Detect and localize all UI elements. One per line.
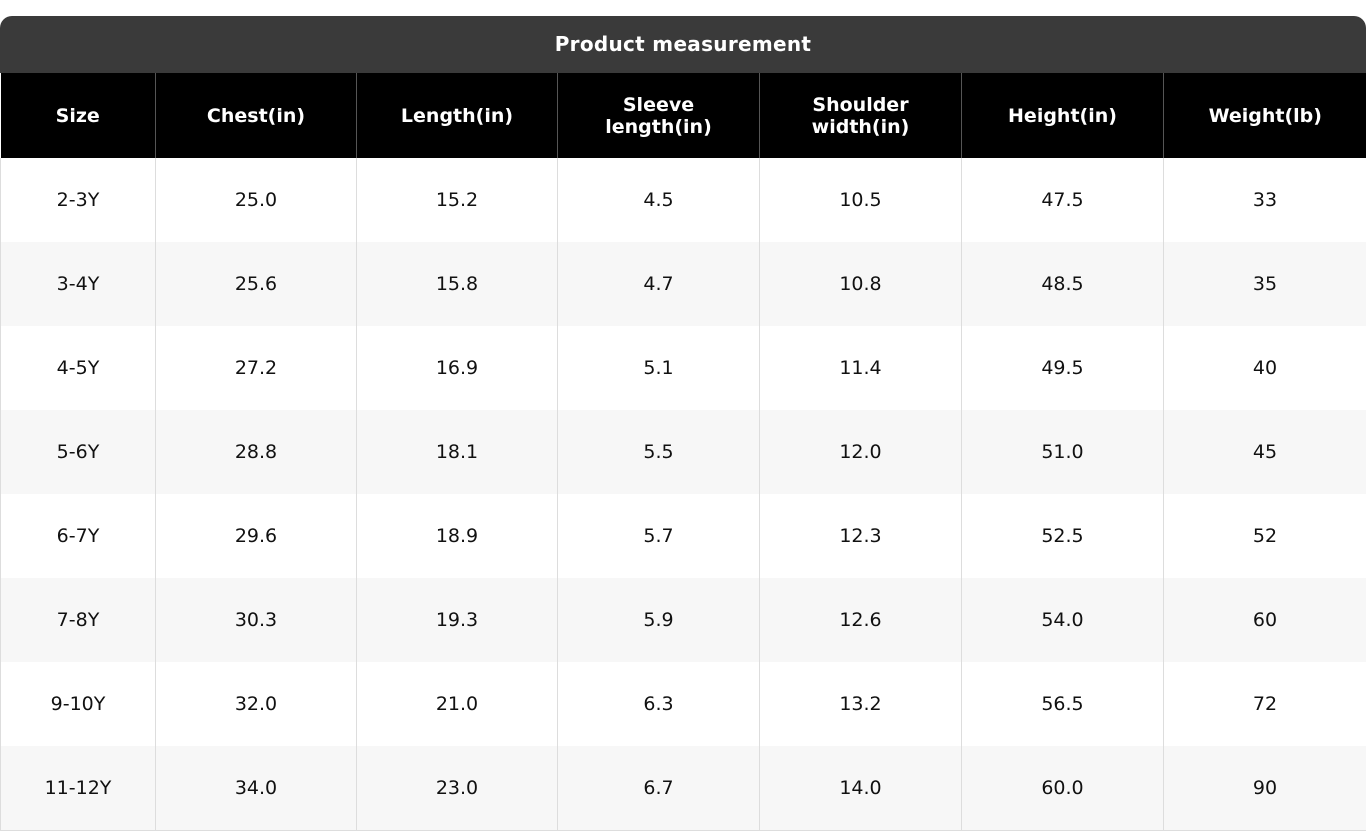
size-cell: 4-5Y xyxy=(0,326,156,410)
measurement-cell: 5.9 xyxy=(557,578,760,662)
table-row: 5-6Y 28.8 18.1 5.5 12.0 51.0 45 xyxy=(0,410,1366,494)
measurement-cell: 47.5 xyxy=(961,158,1164,242)
size-cell: 6-7Y xyxy=(0,494,156,578)
size-cell: 5-6Y xyxy=(0,410,156,494)
column-header: Chest(in) xyxy=(155,73,357,158)
measurement-cell: 15.8 xyxy=(356,242,558,326)
measurement-cell: 12.3 xyxy=(759,494,962,578)
measurement-cell: 18.1 xyxy=(356,410,558,494)
measurement-cell: 14.0 xyxy=(759,746,962,831)
measurement-cell: 12.0 xyxy=(759,410,962,494)
measurement-cell: 10.5 xyxy=(759,158,962,242)
measurement-cell: 4.5 xyxy=(557,158,760,242)
measurement-cell: 5.1 xyxy=(557,326,760,410)
measurement-cell: 6.7 xyxy=(557,746,760,831)
measurement-cell: 51.0 xyxy=(961,410,1164,494)
measurement-cell: 45 xyxy=(1163,410,1366,494)
measurement-cell: 13.2 xyxy=(759,662,962,746)
table-row: 6-7Y 29.6 18.9 5.7 12.3 52.5 52 xyxy=(0,494,1366,578)
measurement-cell: 90 xyxy=(1163,746,1366,831)
measurement-cell: 4.7 xyxy=(557,242,760,326)
measurement-cell: 28.8 xyxy=(155,410,357,494)
measurement-cell: 10.8 xyxy=(759,242,962,326)
table-header: Size Chest(in) Length(in) Sleeve length(in)… xyxy=(0,73,1366,158)
measurement-cell: 5.5 xyxy=(557,410,760,494)
measurement-cell: 49.5 xyxy=(961,326,1164,410)
measurement-cell: 60.0 xyxy=(961,746,1164,831)
size-cell: 2-3Y xyxy=(0,158,156,242)
measurement-cell: 54.0 xyxy=(961,578,1164,662)
measurement-cell: 32.0 xyxy=(155,662,357,746)
measurement-cell: 48.5 xyxy=(961,242,1164,326)
table-row: 9-10Y 32.0 21.0 6.3 13.2 56.5 72 xyxy=(0,662,1366,746)
column-header: Sleeve length(in) xyxy=(557,73,760,158)
column-header: Shoulder width(in) xyxy=(759,73,962,158)
table-row: 4-5Y 27.2 16.9 5.1 11.4 49.5 40 xyxy=(0,326,1366,410)
measurement-cell: 60 xyxy=(1163,578,1366,662)
measurement-cell: 35 xyxy=(1163,242,1366,326)
measurement-cell: 21.0 xyxy=(356,662,558,746)
measurement-cell: 52 xyxy=(1163,494,1366,578)
size-cell: 11-12Y xyxy=(0,746,156,831)
measurement-cell: 15.2 xyxy=(356,158,558,242)
header-row: Size Chest(in) Length(in) Sleeve length(in)… xyxy=(0,73,1366,158)
table-body: 2-3Y 25.0 15.2 4.5 10.5 47.5 33 3-4Y 25.6 15.8 4.7… xyxy=(0,158,1366,831)
measurement-cell: 25.6 xyxy=(155,242,357,326)
table-row: 2-3Y 25.0 15.2 4.5 10.5 47.5 33 xyxy=(0,158,1366,242)
measurement-cell: 5.7 xyxy=(557,494,760,578)
measurement-cell: 30.3 xyxy=(155,578,357,662)
column-header: Length(in) xyxy=(356,73,558,158)
column-header: Height(in) xyxy=(961,73,1164,158)
measurement-cell: 19.3 xyxy=(356,578,558,662)
size-cell: 7-8Y xyxy=(0,578,156,662)
measurement-cell: 18.9 xyxy=(356,494,558,578)
measurement-cell: 56.5 xyxy=(961,662,1164,746)
size-cell: 9-10Y xyxy=(0,662,156,746)
measurement-cell: 23.0 xyxy=(356,746,558,831)
size-cell: 3-4Y xyxy=(0,242,156,326)
table-title: Product measurement xyxy=(0,16,1366,73)
measurement-cell: 27.2 xyxy=(155,326,357,410)
measurement-cell: 29.6 xyxy=(155,494,357,578)
measurement-cell: 11.4 xyxy=(759,326,962,410)
measurement-cell: 6.3 xyxy=(557,662,760,746)
measurement-cell: 34.0 xyxy=(155,746,357,831)
measurement-cell: 33 xyxy=(1163,158,1366,242)
measurement-cell: 16.9 xyxy=(356,326,558,410)
measurement-cell: 72 xyxy=(1163,662,1366,746)
column-header: Weight(lb) xyxy=(1163,73,1366,158)
measurement-cell: 52.5 xyxy=(961,494,1164,578)
table-row: 3-4Y 25.6 15.8 4.7 10.8 48.5 35 xyxy=(0,242,1366,326)
measurement-cell: 25.0 xyxy=(155,158,357,242)
table-row: 7-8Y 30.3 19.3 5.9 12.6 54.0 60 xyxy=(0,578,1366,662)
column-header: Size xyxy=(0,73,156,158)
measurement-cell: 40 xyxy=(1163,326,1366,410)
measurement-cell: 12.6 xyxy=(759,578,962,662)
size-table: Size Chest(in) Length(in) Sleeve length(in)… xyxy=(0,73,1366,831)
table-row: 11-12Y 34.0 23.0 6.7 14.0 60.0 90 xyxy=(0,746,1366,831)
size-table-card: Product measurement Size Chest(in) Length(… xyxy=(0,16,1366,831)
